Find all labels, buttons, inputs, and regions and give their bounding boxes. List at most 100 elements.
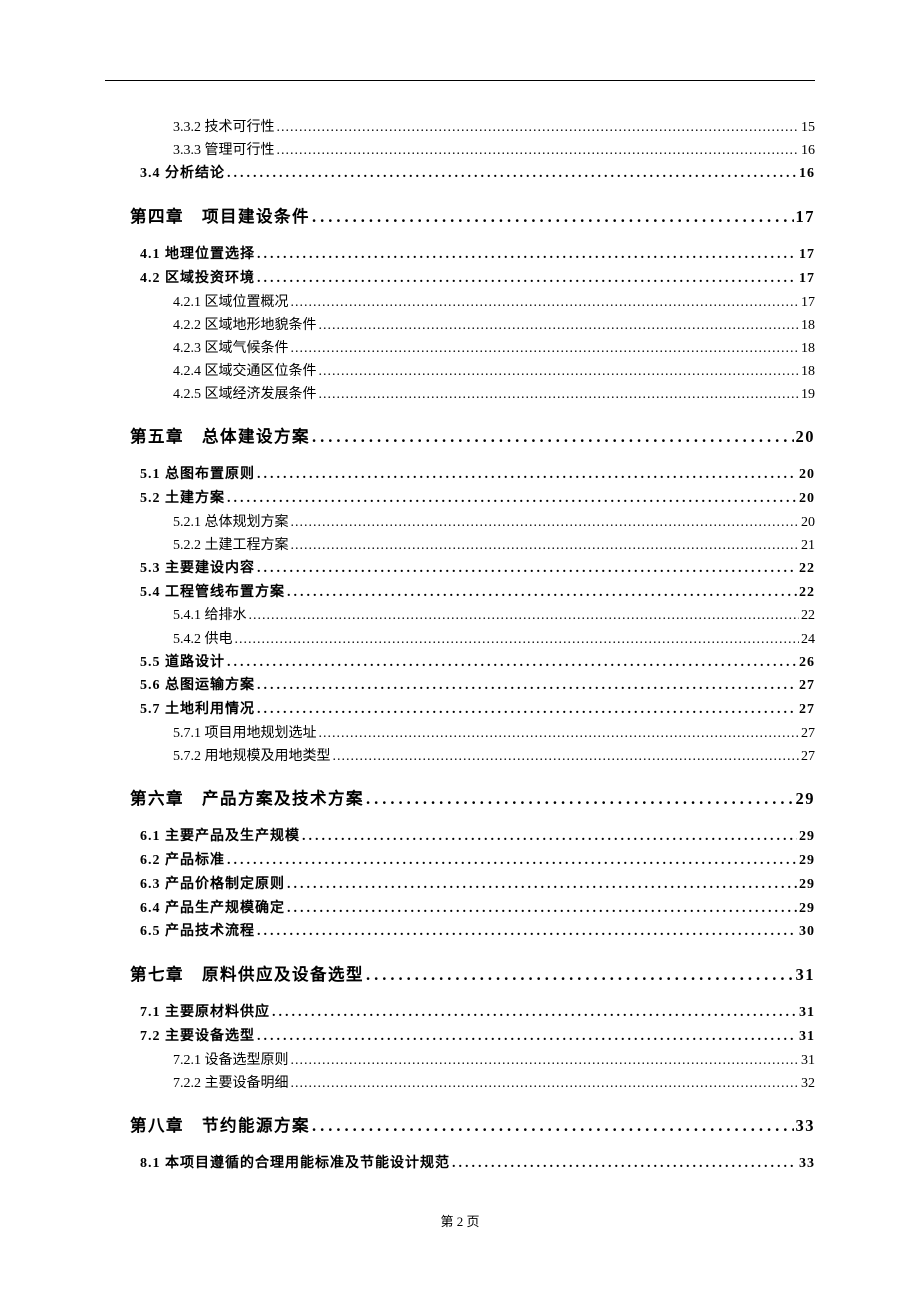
toc-page-number: 17 [799, 267, 815, 291]
toc-page-number: 20 [799, 463, 815, 487]
toc-leader-dots: ........................................… [291, 1072, 800, 1095]
toc-leader-dots: ........................................… [291, 1049, 800, 1072]
toc-page-number: 18 [801, 337, 815, 360]
toc-entry: 第八章 节约能源方案..............................… [130, 1109, 815, 1142]
toc-page-number: 21 [801, 534, 815, 557]
toc-leader-dots: ........................................… [319, 314, 800, 337]
toc-page-number: 15 [801, 116, 815, 139]
toc-leader-dots: ........................................… [291, 337, 800, 360]
toc-entry: 5.7.2 用地规模及用地类型.........................… [173, 745, 815, 768]
toc-page-number: 30 [799, 920, 815, 944]
toc-page-number: 20 [799, 487, 815, 511]
toc-page-number: 17 [799, 243, 815, 267]
toc-leader-dots: ........................................… [287, 897, 797, 921]
toc-label: 5.6 总图运输方案 [140, 674, 255, 698]
toc-label: 4.2.1 区域位置概况 [173, 291, 289, 314]
toc-label: 第八章 节约能源方案 [130, 1109, 310, 1142]
toc-page-number: 18 [801, 360, 815, 383]
toc-entry: 5.7.1 项目用地规划选址..........................… [173, 722, 815, 745]
toc-page-number: 27 [799, 698, 815, 722]
toc-entry: 6.5 产品技术流程..............................… [140, 920, 815, 944]
toc-label: 第七章 原料供应及设备选型 [130, 958, 364, 991]
toc-leader-dots: ........................................… [249, 604, 800, 627]
toc-leader-dots: ........................................… [366, 782, 794, 815]
toc-label: 6.4 产品生产规模确定 [140, 897, 285, 921]
toc-entry: 3.3.2 技术可行性.............................… [173, 116, 815, 139]
toc-entry: 5.2.2 土建工程方案............................… [173, 534, 815, 557]
toc-leader-dots: ........................................… [452, 1152, 797, 1176]
toc-label: 5.7.1 项目用地规划选址 [173, 722, 317, 745]
toc-entry: 7.2 主要设备选型..............................… [140, 1025, 815, 1049]
toc-page-number: 29 [799, 897, 815, 921]
toc-page-number: 31 [796, 958, 816, 991]
toc-label: 3.3.2 技术可行性 [173, 116, 275, 139]
toc-page-number: 17 [801, 291, 815, 314]
toc-page-number: 20 [801, 511, 815, 534]
toc-entry: 5.7 土地利用情况..............................… [140, 698, 815, 722]
toc-entry: 5.2 土建方案................................… [140, 487, 815, 511]
toc-leader-dots: ........................................… [257, 463, 797, 487]
toc-label: 5.4.2 供电 [173, 628, 233, 651]
toc-entry: 第五章 总体建设方案..............................… [130, 420, 815, 453]
toc-leader-dots: ........................................… [312, 200, 794, 233]
toc-leader-dots: ........................................… [287, 873, 797, 897]
toc-label: 6.2 产品标准 [140, 849, 225, 873]
toc-leader-dots: ........................................… [257, 1025, 797, 1049]
toc-label: 5.2.1 总体规划方案 [173, 511, 289, 534]
toc-page-number: 32 [801, 1072, 815, 1095]
toc-label: 6.5 产品技术流程 [140, 920, 255, 944]
toc-page-number: 27 [799, 674, 815, 698]
toc-entry: 6.1 主要产品及生产规模...........................… [140, 825, 815, 849]
toc-entry: 6.4 产品生产规模确定............................… [140, 897, 815, 921]
toc-page-number: 33 [799, 1152, 815, 1176]
toc-leader-dots: ........................................… [291, 511, 800, 534]
toc-entry: 3.4 分析结论................................… [140, 162, 815, 186]
toc-label: 5.7 土地利用情况 [140, 698, 255, 722]
toc-entry: 7.1 主要原材料供应.............................… [140, 1001, 815, 1025]
toc-label: 6.1 主要产品及生产规模 [140, 825, 300, 849]
toc-page-number: 22 [799, 581, 815, 605]
toc-label: 5.2 土建方案 [140, 487, 225, 511]
toc-label: 5.3 主要建设内容 [140, 557, 255, 581]
toc-label: 7.1 主要原材料供应 [140, 1001, 270, 1025]
toc-page-number: 20 [796, 420, 816, 453]
toc-leader-dots: ........................................… [257, 243, 797, 267]
toc-label: 5.4 工程管线布置方案 [140, 581, 285, 605]
toc-entry: 5.4.1 给排水...............................… [173, 604, 815, 627]
toc-entry: 第七章 原料供应及设备选型...........................… [130, 958, 815, 991]
toc-leader-dots: ........................................… [227, 487, 797, 511]
toc-leader-dots: ........................................… [291, 534, 800, 557]
toc-entry: 第六章 产品方案及技术方案...........................… [130, 782, 815, 815]
toc-label: 5.5 道路设计 [140, 651, 225, 675]
page-footer: 第 2 页 [105, 1211, 815, 1230]
toc-label: 第四章 项目建设条件 [130, 200, 310, 233]
page-content: 3.3.2 技术可行性.............................… [105, 80, 815, 1230]
toc-entry: 8.1 本项目遵循的合理用能标准及节能设计规范.................… [140, 1152, 815, 1176]
toc-label: 7.2 主要设备选型 [140, 1025, 255, 1049]
toc-entry: 5.5 道路设计................................… [140, 651, 815, 675]
toc-page-number: 29 [799, 849, 815, 873]
toc-leader-dots: ........................................… [227, 651, 797, 675]
toc-entry: 5.2.1 总体规划方案............................… [173, 511, 815, 534]
toc-label: 4.2.3 区域气候条件 [173, 337, 289, 360]
toc-leader-dots: ........................................… [319, 360, 800, 383]
toc-label: 7.2.1 设备选型原则 [173, 1049, 289, 1072]
toc-entry: 4.2.2 区域地形地貌条件..........................… [173, 314, 815, 337]
toc-page-number: 27 [801, 745, 815, 768]
toc-label: 3.3.3 管理可行性 [173, 139, 275, 162]
toc-page-number: 27 [801, 722, 815, 745]
toc-entry: 3.3.3 管理可行性.............................… [173, 139, 815, 162]
toc-entry: 第四章 项目建设条件..............................… [130, 200, 815, 233]
toc-entry: 5.6 总图运输方案..............................… [140, 674, 815, 698]
toc-page-number: 16 [799, 162, 815, 186]
toc-label: 5.2.2 土建工程方案 [173, 534, 289, 557]
toc-label: 5.7.2 用地规模及用地类型 [173, 745, 331, 768]
table-of-contents: 3.3.2 技术可行性.............................… [105, 116, 815, 1176]
toc-page-number: 31 [799, 1001, 815, 1025]
toc-page-number: 29 [796, 782, 816, 815]
toc-entry: 6.2 产品标准................................… [140, 849, 815, 873]
toc-page-number: 22 [801, 604, 815, 627]
toc-page-number: 22 [799, 557, 815, 581]
toc-page-number: 26 [799, 651, 815, 675]
toc-entry: 4.2 区域投资环境..............................… [140, 267, 815, 291]
